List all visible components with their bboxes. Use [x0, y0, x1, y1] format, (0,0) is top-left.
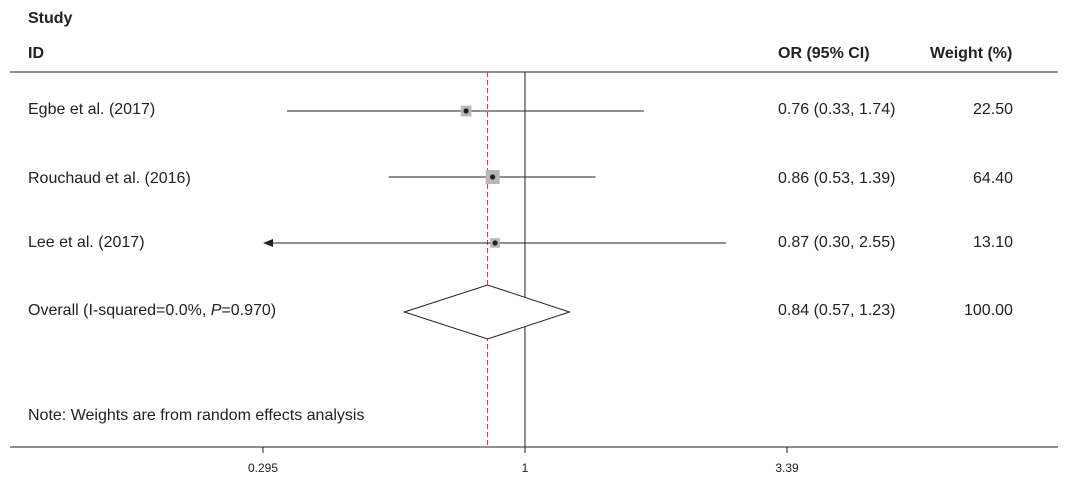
tick-label-one: 1 [521, 461, 529, 475]
study-label-egbe: Egbe et al. (2017) [28, 101, 156, 118]
weight-overall: 100.00 [964, 302, 1013, 319]
ci-arrow-lee [263, 239, 273, 247]
overall-label-suffix: =0.970) [221, 302, 277, 319]
ci-egbe: 0.76 (0.33, 1.74) [778, 101, 896, 118]
study-label-lee: Lee et al. (2017) [28, 234, 145, 251]
weight-rouchaud: 64.40 [973, 170, 1014, 187]
overall-label-prefix: Overall (I-squared=0.0%, [28, 302, 211, 319]
overall-label: Overall (I-squared=0.0%, P=0.970) [28, 302, 276, 320]
header-or: OR (95% CI) [778, 45, 870, 62]
tick-label-low: 0.295 [247, 461, 279, 475]
weight-lee: 13.10 [973, 234, 1014, 251]
point-estimate-egbe [463, 108, 469, 114]
ci-rouchaud: 0.86 (0.53, 1.39) [778, 170, 896, 187]
point-estimate-rouchaud [490, 174, 496, 180]
overall-diamond [402, 284, 572, 340]
tick-label-high: 3.39 [775, 461, 799, 475]
header-study: Study [28, 10, 73, 27]
note-text: Note: Weights are from random effects an… [28, 407, 365, 424]
header-weight: Weight (%) [930, 45, 1013, 62]
ci-lee: 0.87 (0.30, 2.55) [778, 234, 896, 251]
point-estimate-lee [492, 240, 498, 246]
overall-label-p: P [210, 302, 222, 319]
weight-egbe: 22.50 [973, 101, 1014, 118]
study-label-rouchaud: Rouchaud et al. (2016) [28, 170, 191, 187]
ci-overall: 0.84 (0.57, 1.23) [778, 302, 896, 319]
header-id: ID [28, 45, 44, 62]
